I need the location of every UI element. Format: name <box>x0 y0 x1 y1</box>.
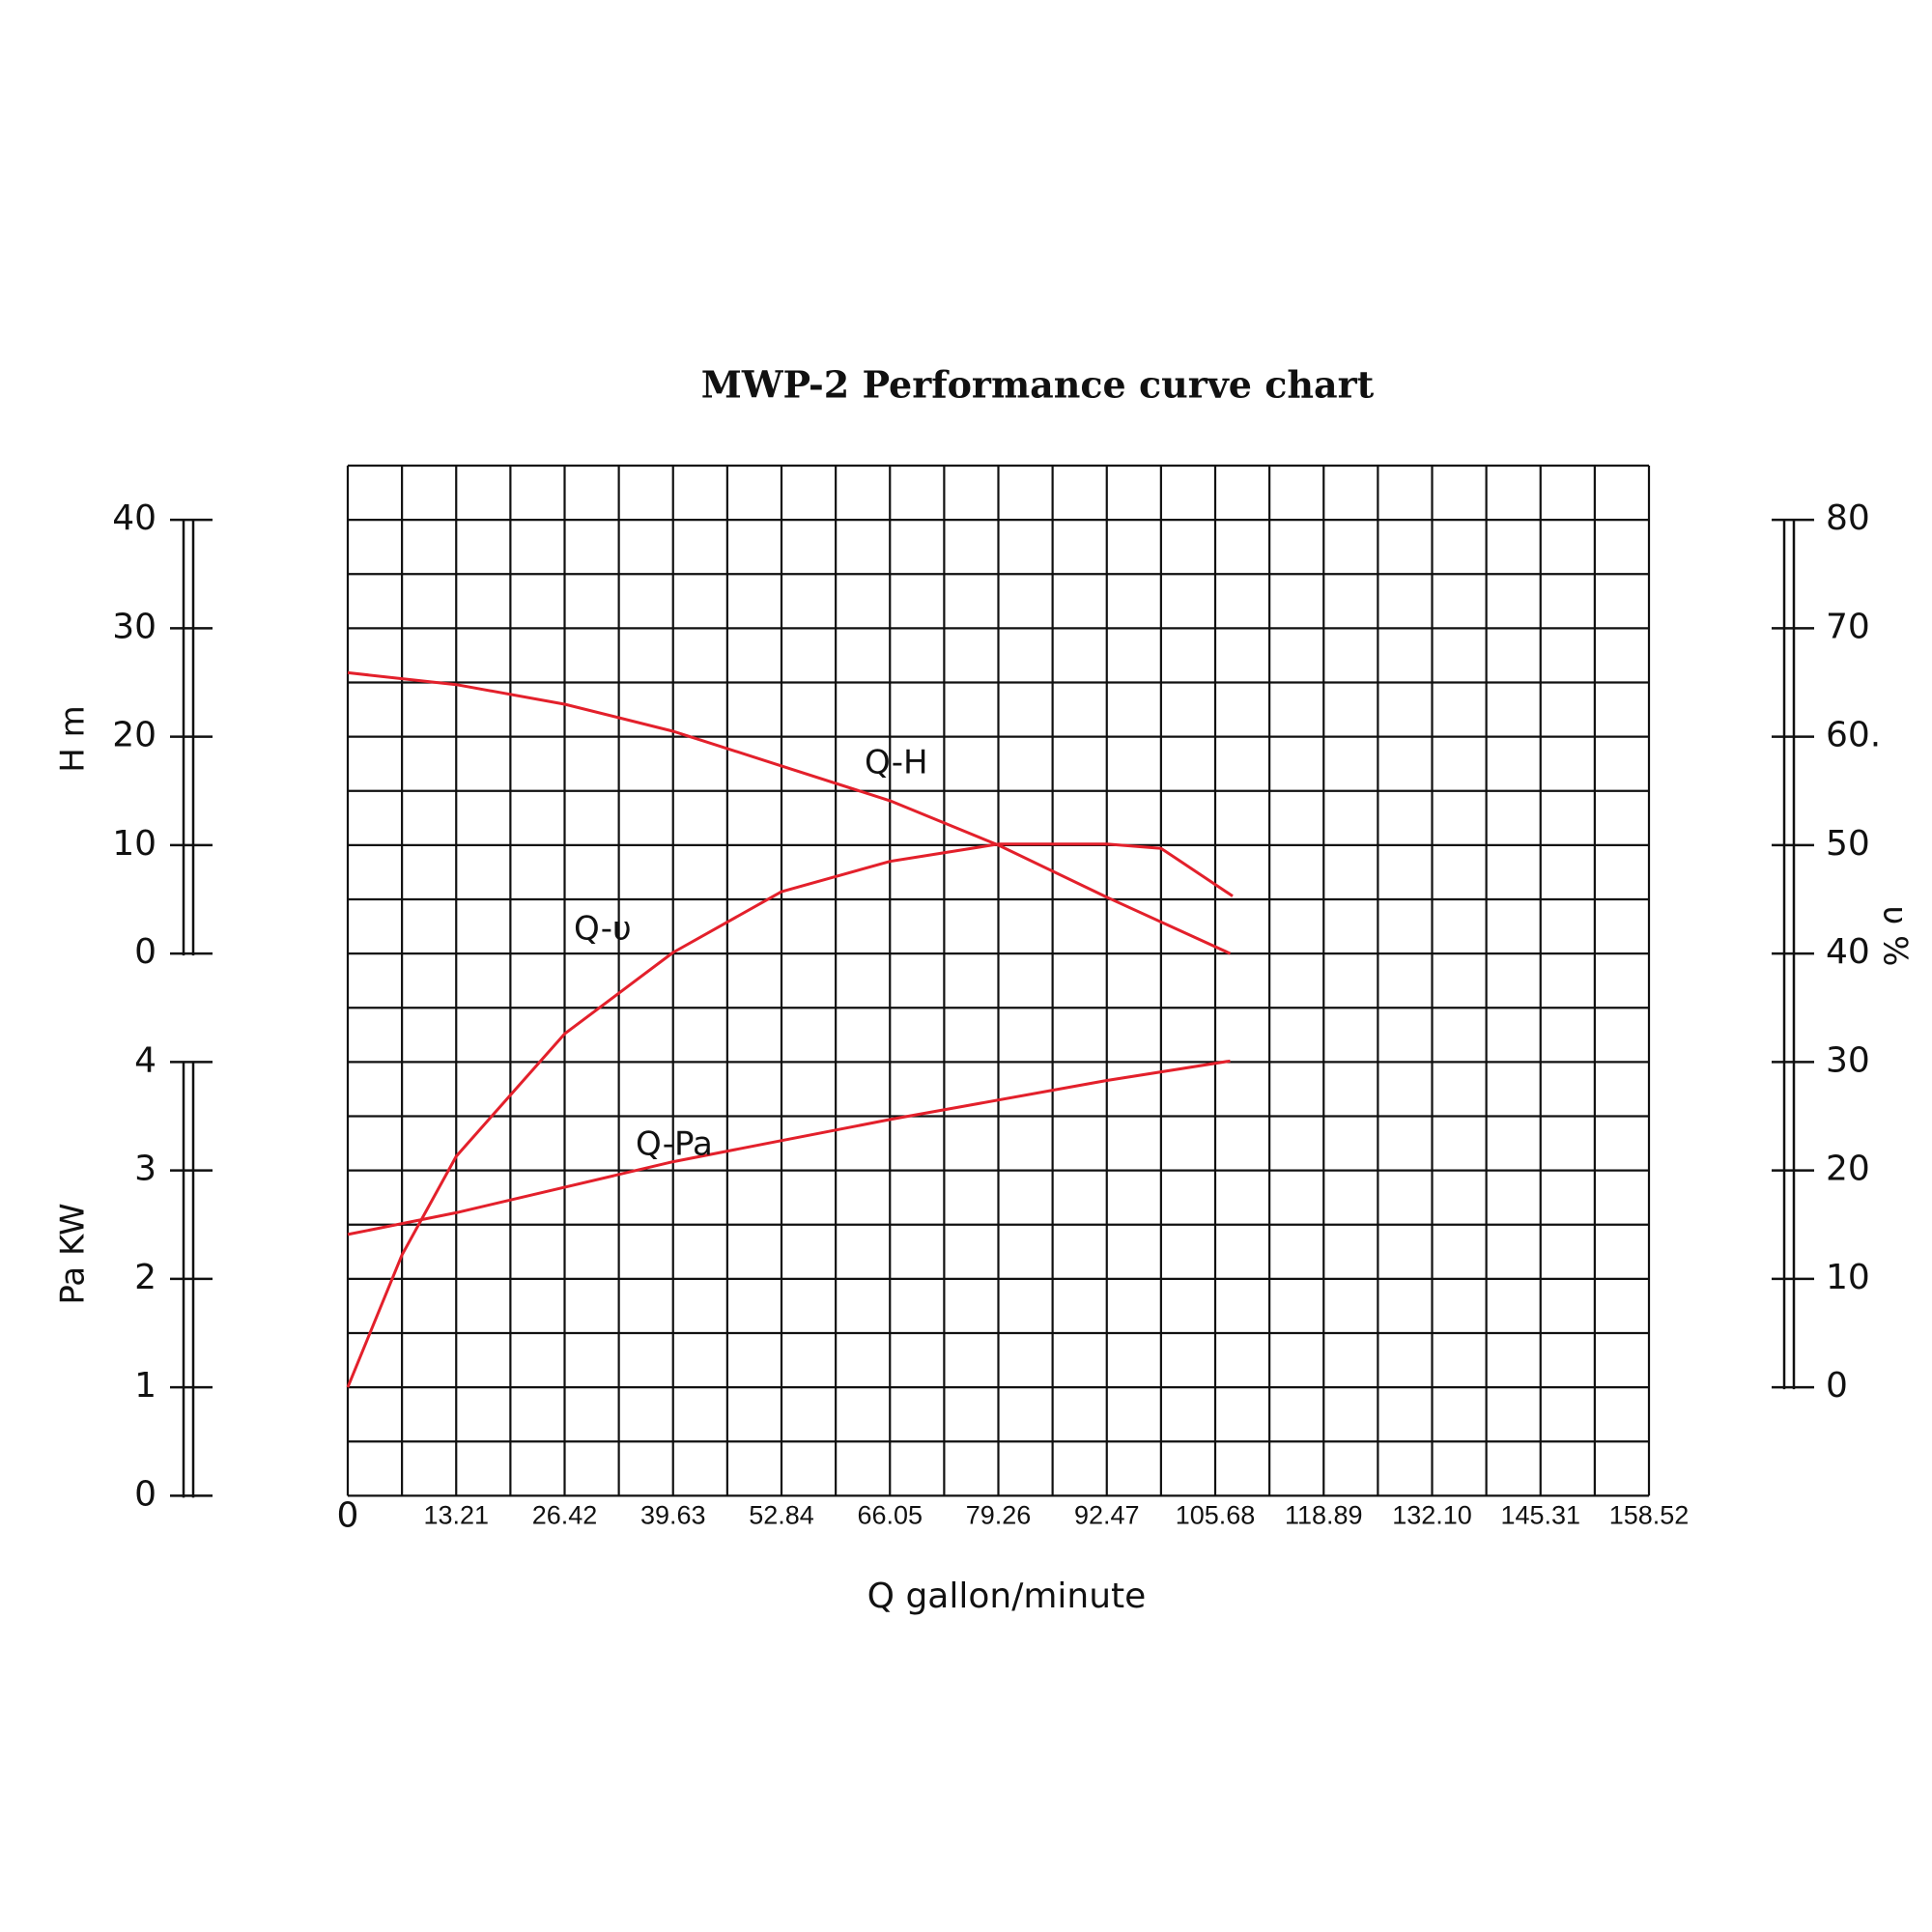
y2-axis-tick-label: 80 <box>1826 498 1870 538</box>
x-tick-label: 79.26 <box>966 1501 1032 1530</box>
y3-axis-tick-label: 0 <box>134 1474 156 1514</box>
x-tick-label: 145.31 <box>1500 1501 1580 1530</box>
y-axis-label: H m <box>54 705 93 773</box>
y2-axis-tick-label: 70 <box>1826 607 1870 646</box>
y2-axis-tick-label: 10 <box>1826 1258 1870 1297</box>
series-line <box>347 670 1232 955</box>
y2-axis-tick-label: 0 <box>1826 1366 1848 1406</box>
x-tick-label: 105.68 <box>1176 1501 1256 1530</box>
x-tick-label: 132.10 <box>1392 1501 1472 1530</box>
x-tick-label: 39.63 <box>640 1501 706 1530</box>
y3-axis-tick-label: 4 <box>134 1040 156 1080</box>
series-line <box>347 1059 1231 1236</box>
y2-axis-tick-label: 20 <box>1826 1150 1870 1189</box>
y3-axis-tick-label: 1 <box>134 1366 156 1406</box>
series-label: Q-υ <box>574 910 632 949</box>
x-tick-label: 92.47 <box>1074 1501 1140 1530</box>
y2-axis-tick-label: 60. <box>1826 716 1881 755</box>
y2-axis-tick-label: 40 <box>1826 932 1870 972</box>
y3-axis-label: Pa KW <box>54 1203 93 1304</box>
x-tick-label: 0 <box>337 1495 359 1535</box>
y-axis-tick-label: 10 <box>112 824 156 864</box>
x-tick-label: 158.52 <box>1609 1501 1690 1530</box>
x-tick-label: 26.42 <box>532 1501 598 1530</box>
y2-axis-tick-label: 50 <box>1826 824 1870 864</box>
y3-axis-tick-label: 2 <box>134 1258 156 1297</box>
y-axis-tick-label: 20 <box>112 716 156 755</box>
series-label: Q-H <box>865 744 928 782</box>
series-label: Q-Pa <box>636 1125 713 1164</box>
x-tick-label: 52.84 <box>749 1501 814 1530</box>
y-axis-tick-label: 0 <box>134 932 156 972</box>
y-axis-tick-label: 30 <box>112 607 156 646</box>
y-axis-tick-label: 40 <box>112 498 156 538</box>
x-axis-label: Q gallon/minute <box>867 1577 1147 1616</box>
y2-axis-tick-label: 30 <box>1826 1040 1870 1080</box>
x-tick-label: 66.05 <box>857 1501 923 1530</box>
chart-title: MWP-2 Performance curve chart <box>701 363 1375 407</box>
x-tick-label: 118.89 <box>1285 1501 1363 1530</box>
series-line <box>346 842 1234 1388</box>
y3-axis-tick-label: 3 <box>134 1150 156 1189</box>
x-tick-label: 13.21 <box>423 1501 489 1530</box>
y2-axis-label: υ % <box>1876 906 1915 967</box>
